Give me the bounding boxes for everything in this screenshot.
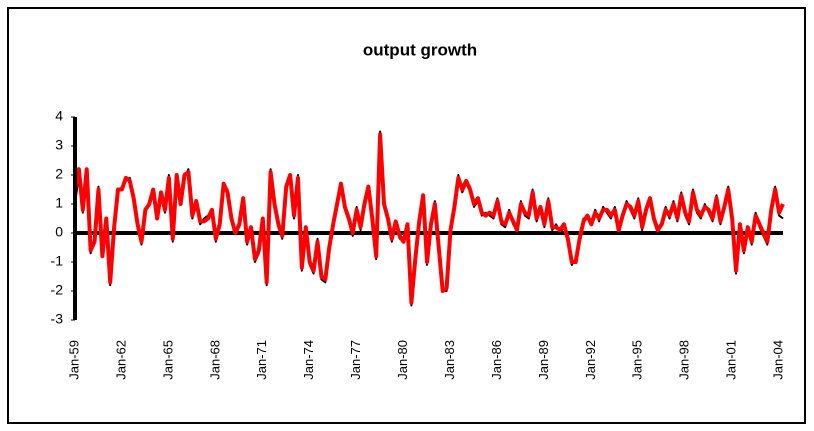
- y-tick-label: 3: [55, 137, 63, 153]
- chart-frame: [7, 7, 806, 424]
- x-tick-label: Jan-04: [771, 340, 786, 380]
- x-tick-label: Jan-83: [442, 340, 457, 380]
- chart-title: output growth: [363, 40, 477, 59]
- x-tick-label: Jan-92: [583, 340, 598, 380]
- x-tick-label: Jan-89: [536, 340, 551, 380]
- y-tick-label: -1: [51, 253, 64, 269]
- y-tick-label: 2: [55, 166, 63, 182]
- x-tick-label: Jan-80: [395, 340, 410, 380]
- x-tick-label: Jan-98: [677, 340, 692, 380]
- y-tick-label: -2: [51, 282, 64, 298]
- y-tick-label: 1: [55, 195, 63, 211]
- x-tick-label: Jan-62: [113, 340, 128, 380]
- x-tick-label: Jan-71: [254, 340, 269, 380]
- y-tick-label: -3: [51, 311, 64, 327]
- x-tick-label: Jan-86: [489, 340, 504, 380]
- x-tick-label: Jan-59: [66, 340, 81, 380]
- y-tick-label: 0: [55, 224, 63, 240]
- x-tick-label: Jan-01: [724, 340, 739, 380]
- x-tick-label: Jan-95: [630, 340, 645, 380]
- x-tick-label: Jan-68: [207, 340, 222, 380]
- y-tick-label: 4: [55, 108, 63, 124]
- x-tick-label: Jan-65: [160, 340, 175, 380]
- x-tick-label: Jan-74: [301, 340, 316, 380]
- x-tick-label: Jan-77: [348, 340, 363, 380]
- series-line: [73, 132, 785, 305]
